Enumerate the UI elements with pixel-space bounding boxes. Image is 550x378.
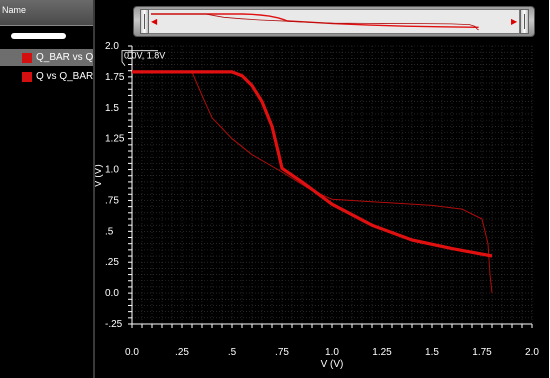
- plot-area[interactable]: 0.0 .25 .5 .75 1.0 1.25 1.5 1.75 2.0 2.0 1.75 1.5 1.…: [95, 37, 548, 375]
- series-line[interactable]: [132, 70, 493, 258]
- legend-header[interactable]: Name: [0, 0, 93, 26]
- navigator-series-line: [151, 13, 479, 31]
- legend-item-label: Q vs Q_BAR: [36, 71, 94, 82]
- x-axis-title: V (V): [321, 359, 344, 370]
- navigator-left-arrow-icon[interactable]: ◀: [151, 17, 158, 26]
- y-tick-label: 1.75: [105, 72, 125, 83]
- series-color-swatch: [22, 53, 32, 63]
- series-color-swatch: [22, 72, 32, 82]
- navigator-left-handle[interactable]: [140, 9, 149, 34]
- y-tick-label: -.25: [105, 319, 123, 330]
- legend-header-label: Name: [2, 5, 27, 15]
- marker-layer[interactable]: 0.0V, 1.8V: [121, 50, 165, 66]
- y-tick-label: 1.5: [105, 103, 119, 114]
- axis-layer: 0.0 .25 .5 .75 1.0 1.25 1.5 1.75 2.0 2.0 1.75 1.5 1.…: [95, 41, 539, 370]
- y-tick-label: 1.25: [105, 134, 125, 145]
- x-tick-label: .75: [275, 347, 289, 358]
- legend-item-q-vs-q-bar[interactable]: Q vs Q_BAR: [0, 68, 93, 85]
- navigator-right-arrow-icon[interactable]: ▶: [511, 17, 518, 26]
- x-tick-label: 1.25: [372, 347, 392, 358]
- x-tick-label: .5: [228, 347, 237, 358]
- navigator-series-line: [151, 13, 479, 28]
- navigator-right-handle[interactable]: [520, 9, 529, 34]
- y-tick-label: 0.0: [105, 288, 119, 299]
- grid-layer: [131, 45, 533, 325]
- navigator-view-window[interactable]: [146, 9, 520, 34]
- y-tick-label: .25: [105, 257, 119, 268]
- y-tick-label: 2.0: [105, 41, 119, 52]
- y-tick-label: 1.0: [105, 165, 119, 176]
- overview-navigator[interactable]: ◀ ▶: [133, 6, 535, 37]
- legend-item-label: Q_BAR vs Q: [36, 52, 94, 63]
- series-layer: [132, 70, 493, 294]
- legend-filter-input[interactable]: [11, 33, 66, 39]
- x-tick-label: 1.75: [472, 347, 492, 358]
- y-tick-label: .75: [105, 195, 119, 206]
- x-tick-label: 2.0: [525, 347, 539, 358]
- x-tick-label: 1.5: [425, 347, 439, 358]
- y-axis-title: V (V): [95, 164, 104, 187]
- marker-label: 0.0V, 1.8V: [124, 51, 165, 61]
- x-tick-label: .25: [175, 347, 189, 358]
- x-tick-label: 1.0: [325, 347, 339, 358]
- legend-item-q-bar-vs-q[interactable]: Q_BAR vs Q: [0, 49, 93, 66]
- panel-divider[interactable]: [93, 0, 95, 378]
- x-tick-label: 0.0: [125, 347, 139, 358]
- signal-legend-panel: Name Q_BAR vs Q Q vs Q_BAR: [0, 0, 93, 378]
- navigator-preview-plot: [151, 13, 479, 31]
- y-tick-label: .5: [105, 226, 114, 237]
- marker-callout: [121, 50, 158, 66]
